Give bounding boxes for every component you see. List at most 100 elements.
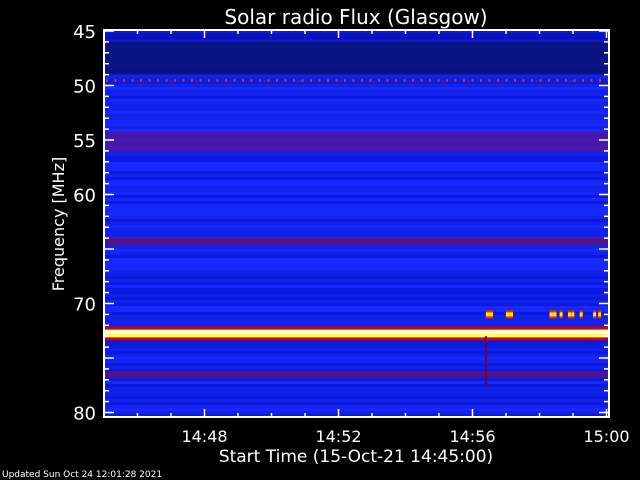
y-tick-label: 55 bbox=[73, 131, 96, 152]
chart-title: Solar radio Flux (Glasgow) bbox=[224, 5, 487, 29]
interference-dot bbox=[157, 78, 159, 82]
heatmap-row bbox=[104, 384, 609, 387]
heatmap-band bbox=[104, 371, 609, 378]
burst-core bbox=[598, 312, 602, 317]
interference-dot bbox=[454, 78, 457, 82]
heatmap-row bbox=[104, 279, 609, 282]
burst-core bbox=[549, 312, 557, 317]
heatmap-row bbox=[104, 348, 609, 351]
heatmap-row bbox=[104, 294, 609, 297]
heatmap-row bbox=[104, 402, 609, 405]
heatmap-row bbox=[104, 219, 609, 222]
heatmap-row bbox=[104, 150, 609, 153]
interference-dot bbox=[301, 78, 304, 82]
x-axis-label: Start Time (15-Oct-21 14:45:00) bbox=[219, 447, 493, 467]
heatmap-row bbox=[104, 258, 609, 261]
heatmap-row bbox=[104, 105, 609, 108]
interference-dot bbox=[505, 78, 508, 82]
heatmap-row bbox=[104, 408, 609, 411]
plot-area bbox=[104, 30, 610, 417]
heatmap-row bbox=[104, 252, 609, 255]
interference-dot bbox=[208, 78, 210, 82]
heatmap-row bbox=[104, 210, 609, 213]
burst-core bbox=[559, 312, 563, 317]
interference-dot bbox=[131, 78, 134, 82]
heatmap-row bbox=[104, 360, 609, 363]
interference-dot bbox=[174, 78, 176, 82]
interference-dot bbox=[556, 78, 559, 82]
heatmap-row bbox=[104, 282, 609, 285]
heatmap-row bbox=[104, 129, 609, 132]
burst-core bbox=[485, 312, 493, 317]
interference-dot bbox=[531, 78, 533, 82]
interference-dot bbox=[276, 78, 278, 82]
heatmap-row bbox=[104, 99, 609, 102]
axis-ticks: 14:48 14:52 14:56 15:00 45 50 55 60 70 80 bbox=[73, 22, 629, 446]
heatmap-row bbox=[104, 285, 609, 288]
heatmap-row bbox=[104, 93, 609, 96]
heatmap-row bbox=[104, 318, 609, 321]
interference-dot bbox=[386, 78, 389, 82]
interference-dot bbox=[233, 78, 236, 82]
heatmap-row bbox=[104, 30, 609, 33]
burst-core bbox=[579, 312, 583, 317]
interference-dot bbox=[548, 78, 550, 82]
interference-dot bbox=[539, 78, 542, 82]
heatmap-row bbox=[104, 102, 609, 105]
heatmap-row bbox=[104, 246, 609, 249]
interference-dot bbox=[437, 78, 440, 82]
interference-dot bbox=[463, 78, 465, 82]
heatmap-row bbox=[104, 201, 609, 204]
y-tick-label: 70 bbox=[73, 295, 96, 316]
heatmap-row bbox=[104, 75, 609, 78]
heatmap-row bbox=[104, 204, 609, 207]
heatmap-row bbox=[104, 411, 609, 414]
x-tick-label: 14:48 bbox=[181, 427, 227, 446]
heatmap-row bbox=[104, 120, 609, 123]
interference-dot bbox=[225, 78, 227, 82]
heatmap-row bbox=[104, 192, 609, 195]
heatmap-row bbox=[104, 39, 609, 42]
heatmap-row bbox=[104, 267, 609, 270]
heatmap-band bbox=[104, 78, 609, 83]
interference-dot bbox=[361, 78, 363, 82]
interference-dot bbox=[420, 78, 423, 82]
heatmap-row bbox=[104, 225, 609, 228]
interference-dot bbox=[335, 78, 338, 82]
interference-dot bbox=[378, 78, 380, 82]
x-tick-label: 14:56 bbox=[449, 427, 495, 446]
heatmap-row bbox=[104, 159, 609, 162]
burst-streak bbox=[484, 336, 487, 386]
heatmap-row bbox=[104, 195, 609, 198]
heatmap-row bbox=[104, 369, 609, 372]
heatmap-band bbox=[104, 41, 609, 75]
heatmap-row bbox=[104, 291, 609, 294]
interference-dot bbox=[114, 78, 117, 82]
interference-dot bbox=[488, 78, 491, 82]
interference-dot bbox=[429, 78, 431, 82]
heatmap-row bbox=[104, 228, 609, 231]
heatmap-row bbox=[104, 90, 609, 93]
heatmap-row bbox=[104, 81, 609, 84]
heatmap-row bbox=[104, 123, 609, 126]
x-tick-label: 15:00 bbox=[583, 427, 629, 446]
heatmap-row bbox=[104, 249, 609, 252]
heatmap-row bbox=[104, 168, 609, 171]
interference-dot bbox=[573, 78, 576, 82]
heatmap-row bbox=[104, 126, 609, 129]
interference-dot bbox=[522, 78, 525, 82]
heatmap-row bbox=[104, 174, 609, 177]
interference-dot bbox=[140, 78, 142, 82]
burst-core bbox=[571, 312, 575, 317]
heatmap-row bbox=[104, 117, 609, 120]
heatmap-row bbox=[104, 231, 609, 234]
y-axis-label: Frequency [MHz] bbox=[49, 157, 68, 291]
heatmap-row bbox=[104, 288, 609, 291]
heatmap-row bbox=[104, 300, 609, 303]
y-tick-label: 80 bbox=[73, 404, 96, 425]
heatmap-row bbox=[104, 264, 609, 267]
heatmap-row bbox=[104, 306, 609, 309]
heatmap-band bbox=[104, 33, 609, 40]
interference-dot bbox=[191, 78, 193, 82]
